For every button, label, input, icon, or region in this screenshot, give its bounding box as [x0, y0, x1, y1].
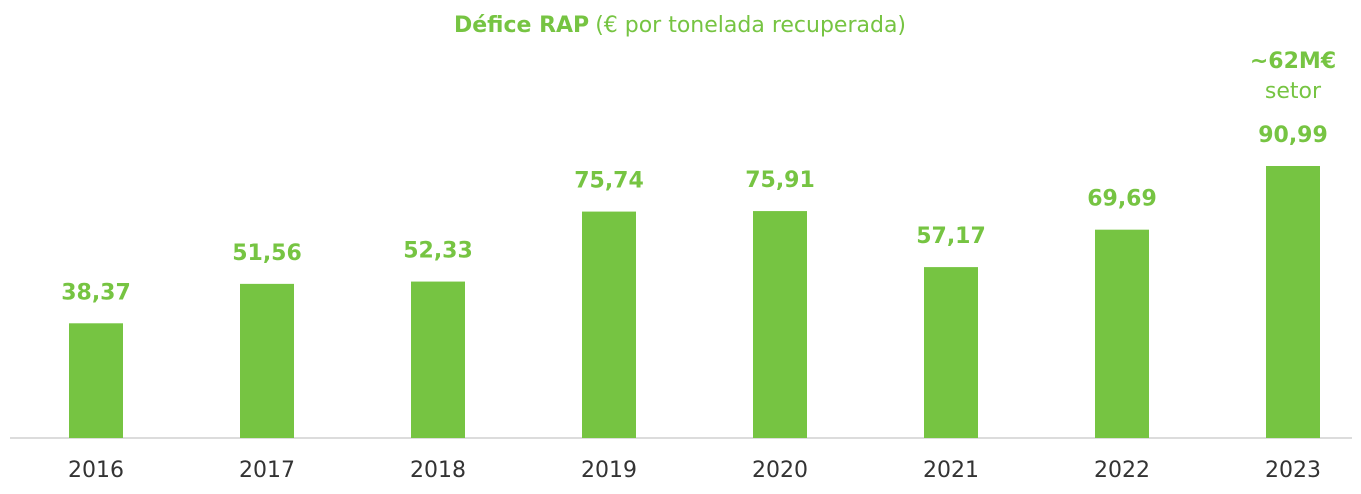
data-label: 57,17	[916, 224, 986, 249]
x-tick-label: 2022	[1094, 458, 1150, 483]
data-label: 69,69	[1087, 187, 1157, 212]
data-label: 38,37	[61, 280, 131, 305]
bar	[1095, 229, 1149, 438]
x-tick-label: 2016	[68, 458, 124, 483]
chart-title: Défice RAP	[454, 13, 589, 38]
annotation: ~62M€	[1250, 49, 1336, 74]
x-tick-label: 2017	[239, 458, 295, 483]
chart-title-group: Défice RAP (€ por tonelada recuperada)	[454, 13, 906, 38]
bar	[582, 211, 636, 438]
bar	[69, 323, 123, 438]
bar	[753, 211, 807, 438]
bar	[1266, 166, 1320, 438]
data-label: 90,99	[1258, 123, 1328, 148]
data-label: 75,91	[745, 168, 815, 193]
x-tick-label: 2019	[581, 458, 637, 483]
x-tick-label: 2020	[752, 458, 808, 483]
data-label: 51,56	[232, 241, 302, 266]
x-tick-label: 2021	[923, 458, 979, 483]
data-label: 75,74	[574, 169, 644, 194]
bar	[924, 267, 978, 438]
x-tick-label: 2023	[1265, 458, 1321, 483]
chart-title-note: (€ por tonelada recuperada)	[595, 13, 906, 38]
bar	[411, 281, 465, 438]
data-label: 52,33	[403, 239, 473, 264]
x-tick-label: 2018	[410, 458, 466, 483]
annotation: setor	[1265, 79, 1322, 104]
bar	[240, 283, 294, 438]
